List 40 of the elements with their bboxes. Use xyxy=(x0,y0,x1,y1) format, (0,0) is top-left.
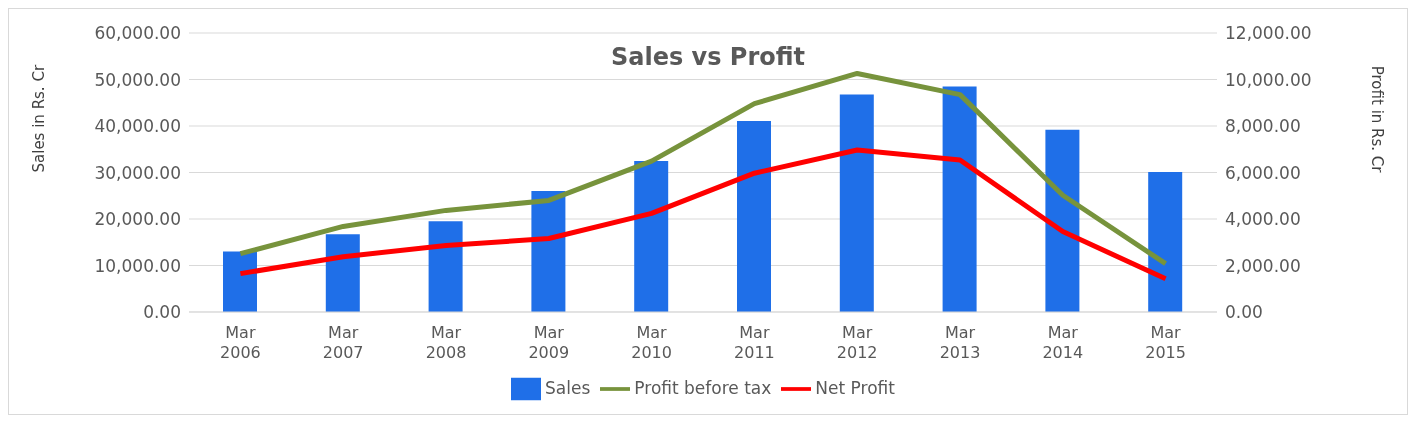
x-tick-label: Mar 2011 xyxy=(734,323,775,362)
y-tick-label: 50,000.00 xyxy=(94,69,181,90)
y2-tick-label: 2,000.00 xyxy=(1225,255,1301,276)
bar xyxy=(839,94,874,312)
y-tick-label: 30,000.00 xyxy=(94,162,181,183)
legend-label: Sales xyxy=(545,378,591,398)
bar xyxy=(428,221,463,312)
y2-tick-label: 0.00 xyxy=(1225,302,1263,323)
legend-label: Net Profit xyxy=(815,378,895,398)
x-tick-label: Mar 2010 xyxy=(631,323,672,362)
y-tick-label: 40,000.00 xyxy=(94,116,181,137)
bar xyxy=(1045,129,1080,312)
y2-tick-label: 10,000.00 xyxy=(1225,69,1312,90)
bar xyxy=(634,160,669,312)
bar xyxy=(325,234,360,312)
x-tick-label: Mar 2009 xyxy=(528,323,570,362)
y-axis-title: Sales in Rs. Cr xyxy=(30,64,49,173)
bar xyxy=(737,120,771,312)
x-tick-label: Mar 2015 xyxy=(1145,323,1186,362)
y2-axis-title: Profit in Rs. Cr xyxy=(1367,65,1386,174)
x-tick-label: Mar 2014 xyxy=(1042,323,1084,362)
y-tick-label: 20,000.00 xyxy=(94,209,181,230)
x-tick-label: Mar 2012 xyxy=(836,323,878,362)
chart-title: Sales vs Profit xyxy=(610,43,806,71)
bar xyxy=(531,191,566,312)
x-tick-label: Mar 2006 xyxy=(220,323,261,362)
bar xyxy=(1148,172,1183,312)
y2-tick-label: 12,000.00 xyxy=(1225,23,1312,44)
y2-tick-label: 6,000.00 xyxy=(1225,162,1301,183)
y2-tick-label: 8,000.00 xyxy=(1225,116,1301,137)
x-tick-label: Mar 2007 xyxy=(322,323,364,362)
x-tick-label: Mar 2008 xyxy=(425,323,467,362)
bar xyxy=(942,86,977,312)
y-tick-label: 60,000.00 xyxy=(94,23,181,44)
legend-label: Profit before tax xyxy=(634,378,772,398)
bar xyxy=(223,251,257,312)
y-tick-label: 10,000.00 xyxy=(94,255,181,276)
y2-tick-label: 4,000.00 xyxy=(1225,209,1301,230)
x-tick-label: Mar 2013 xyxy=(939,323,981,362)
y-tick-label: 0.00 xyxy=(143,302,181,323)
